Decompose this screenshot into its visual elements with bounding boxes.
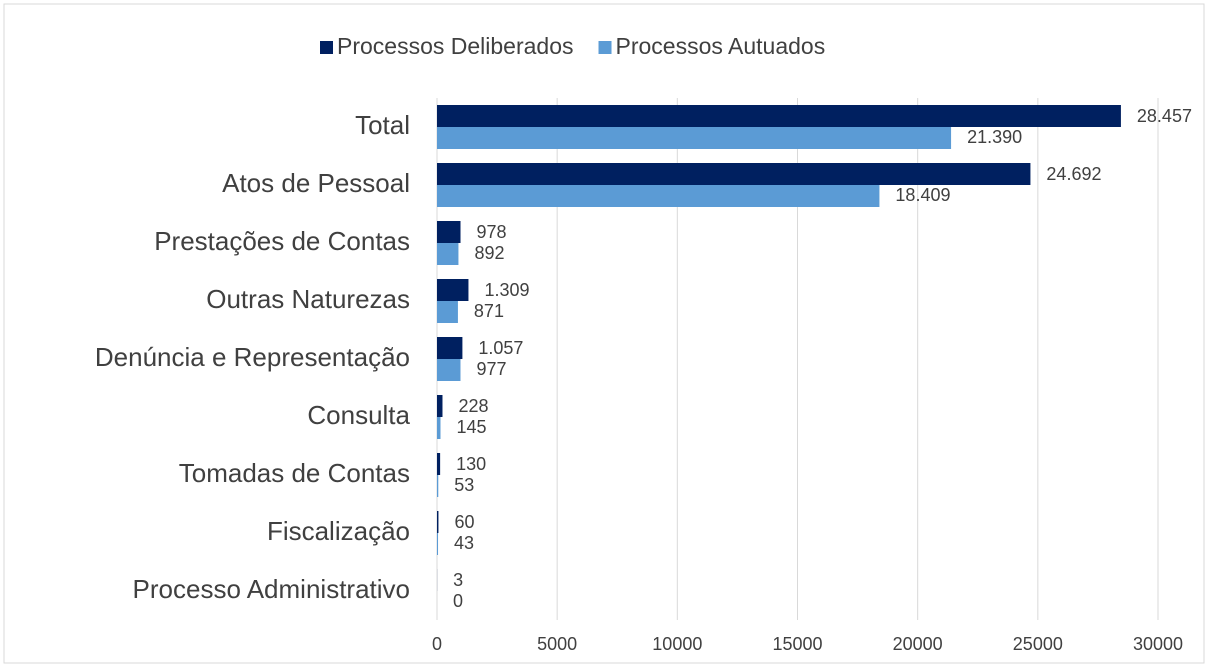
data-label: 53 bbox=[454, 475, 474, 495]
bar bbox=[437, 359, 461, 381]
y-tick-label: Atos de Pessoal bbox=[222, 168, 410, 198]
data-label: 43 bbox=[454, 533, 474, 553]
bar bbox=[437, 127, 952, 149]
data-label: 21.390 bbox=[967, 127, 1022, 147]
bar bbox=[437, 163, 1031, 185]
y-tick-label: Total bbox=[355, 110, 410, 140]
data-label: 145 bbox=[456, 417, 486, 437]
bar bbox=[437, 511, 439, 533]
legend-label: Processos Autuados bbox=[616, 33, 826, 59]
bar bbox=[437, 301, 458, 323]
data-label: 228 bbox=[458, 396, 488, 416]
data-label: 0 bbox=[453, 591, 463, 611]
data-label: 1.309 bbox=[484, 280, 529, 300]
data-label: 1.057 bbox=[478, 338, 523, 358]
data-label: 977 bbox=[476, 359, 506, 379]
y-tick-label: Denúncia e Representação bbox=[95, 342, 410, 372]
chart-border bbox=[3, 3, 1205, 664]
x-tick-label: 15000 bbox=[772, 634, 822, 654]
legend-label: Processos Deliberados bbox=[337, 33, 574, 59]
y-tick-label: Fiscalização bbox=[267, 516, 410, 546]
x-tick-label: 20000 bbox=[893, 634, 943, 654]
data-label: 130 bbox=[456, 454, 486, 474]
data-label: 3 bbox=[453, 570, 463, 590]
bar bbox=[437, 533, 439, 555]
data-label: 28.457 bbox=[1137, 106, 1192, 126]
data-label: 871 bbox=[474, 301, 504, 321]
bar bbox=[437, 453, 441, 475]
bar bbox=[437, 243, 459, 265]
data-label: 18.409 bbox=[895, 185, 950, 205]
y-tick-label: Outras Naturezas bbox=[206, 284, 410, 314]
x-tick-label: 0 bbox=[432, 634, 442, 654]
legend-swatch bbox=[320, 41, 333, 54]
bar bbox=[437, 395, 443, 417]
bar bbox=[437, 221, 461, 243]
bar bbox=[437, 475, 439, 497]
bar bbox=[437, 337, 463, 359]
x-tick-label: 5000 bbox=[537, 634, 577, 654]
x-tick-label: 25000 bbox=[1013, 634, 1063, 654]
data-label: 60 bbox=[454, 512, 474, 532]
legend-swatch bbox=[598, 41, 612, 54]
x-tick-label: 10000 bbox=[652, 634, 702, 654]
data-label: 24.692 bbox=[1046, 164, 1101, 184]
bar bbox=[437, 185, 880, 207]
data-label: 978 bbox=[477, 222, 507, 242]
y-tick-label: Prestações de Contas bbox=[154, 226, 410, 256]
bar bbox=[437, 417, 441, 439]
y-tick-label: Consulta bbox=[307, 400, 410, 430]
y-tick-label: Processo Administrativo bbox=[133, 574, 410, 604]
data-label: 892 bbox=[474, 243, 504, 263]
x-tick-label: 30000 bbox=[1133, 634, 1183, 654]
bar bbox=[437, 279, 469, 301]
y-tick-label: Tomadas de Contas bbox=[179, 458, 410, 488]
bar bbox=[437, 105, 1121, 127]
